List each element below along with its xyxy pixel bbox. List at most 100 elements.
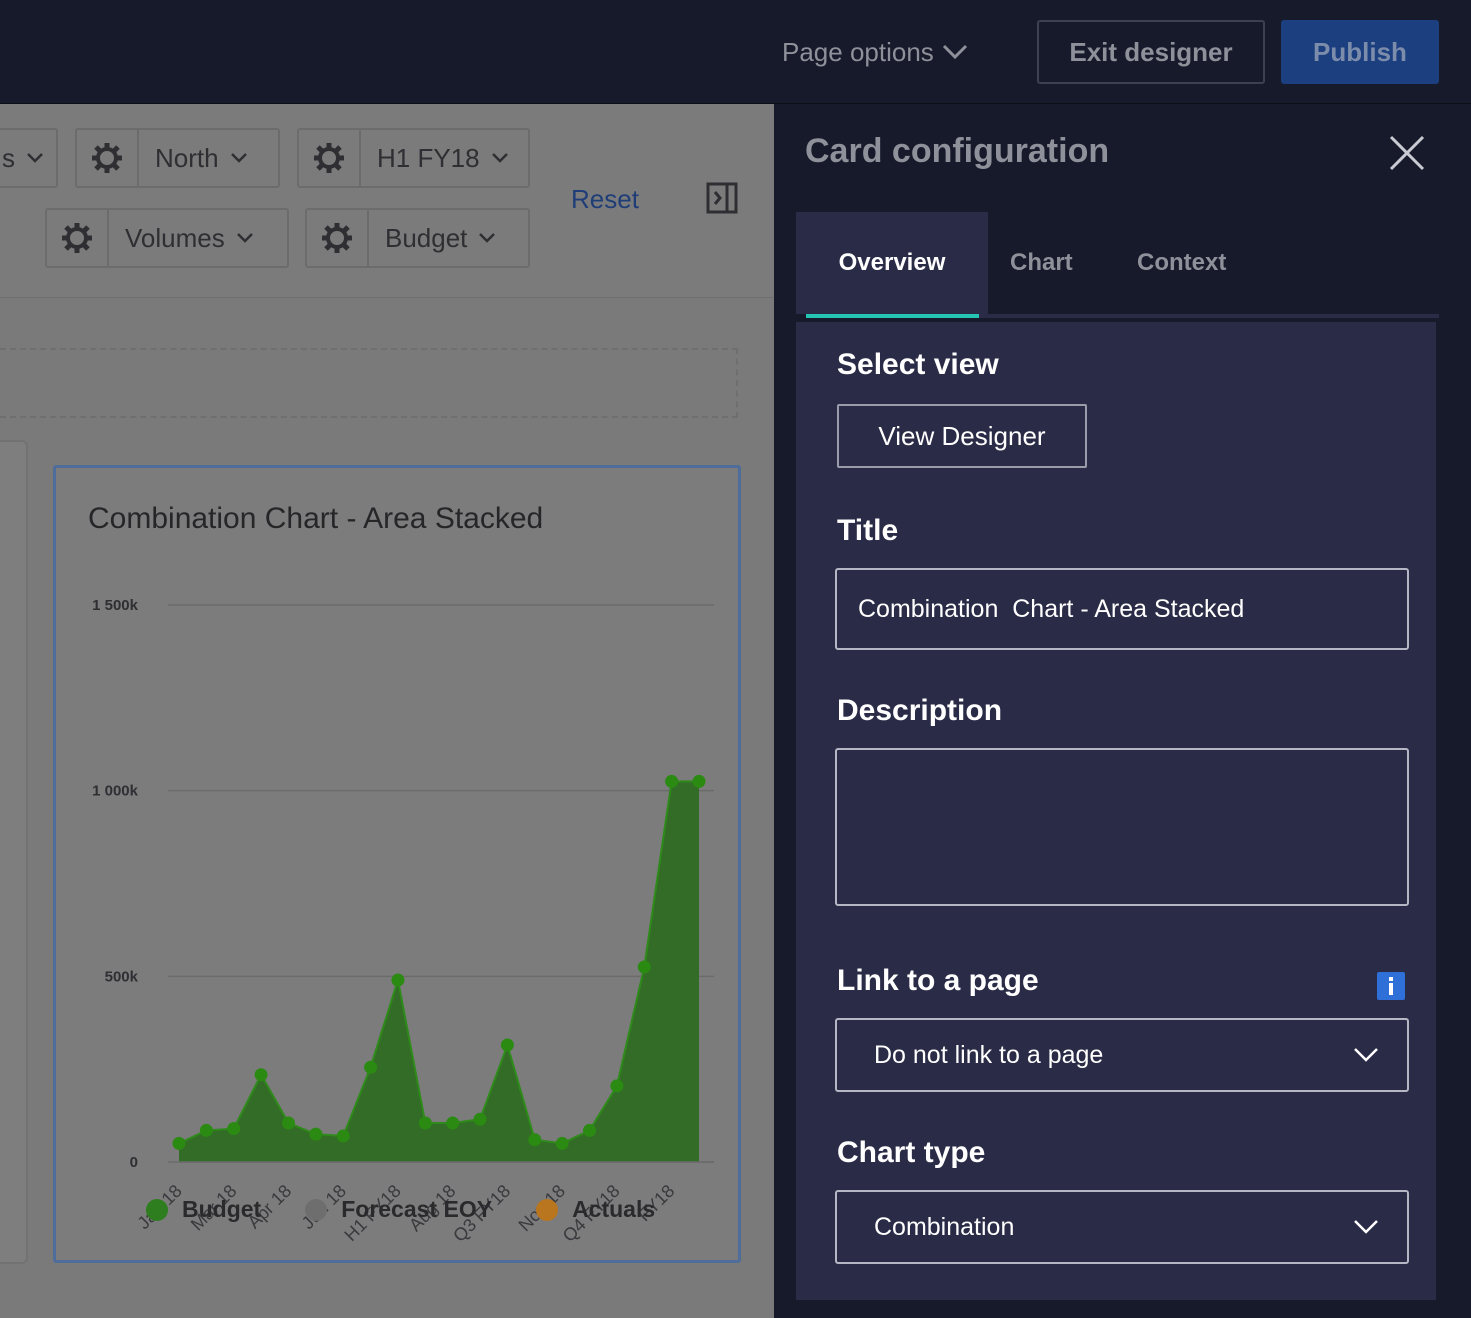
chevron-down-icon	[491, 153, 508, 163]
legend-item-budget[interactable]: Budget	[146, 1196, 261, 1223]
gear-icon	[314, 143, 344, 173]
legend-item-actuals[interactable]: Actuals	[536, 1196, 655, 1223]
data-point	[555, 1136, 569, 1150]
data-point	[254, 1068, 268, 1082]
data-point	[418, 1116, 432, 1130]
y-tick-label: 500k	[105, 968, 139, 985]
link-to-page-select[interactable]: Do not link to a page	[835, 1018, 1409, 1092]
tab-chart[interactable]: Chart	[1010, 249, 1073, 276]
filter-partial-label: s	[2, 142, 15, 173]
filter-partial[interactable]: s	[0, 128, 58, 188]
filter-period[interactable]: H1 FY18	[297, 128, 530, 188]
chart-card[interactable]: Combination Chart - Area Stacked 1 500k 1…	[53, 465, 741, 1263]
data-point	[391, 973, 405, 987]
filter-settings[interactable]	[307, 210, 369, 266]
tab-bar: Overview Chart Context	[796, 212, 1439, 318]
filter-settings[interactable]	[77, 130, 139, 186]
legend-dot-budget	[146, 1198, 168, 1221]
neighbor-card[interactable]	[0, 440, 28, 1264]
legend-label-budget: Budget	[182, 1196, 262, 1222]
card-configuration-panel: Card configuration Overview Chart Contex…	[774, 104, 1471, 1318]
series-area-budget	[179, 781, 699, 1162]
filter-period-label: H1 FY18	[377, 142, 480, 173]
chevron-down-icon	[27, 153, 43, 163]
data-point	[336, 1129, 350, 1143]
y-tick-label: 1 000k	[92, 783, 139, 800]
data-point	[665, 774, 679, 788]
card-title: Combination Chart - Area Stacked	[88, 502, 544, 535]
legend-dot-actuals	[536, 1198, 559, 1221]
filter-scenario-label: Budget	[385, 222, 468, 253]
link-to-page-label: Link to a page	[837, 964, 1039, 997]
chevron-down-icon	[1354, 1220, 1378, 1234]
tab-track	[806, 314, 1439, 318]
chart-type-label: Chart type	[837, 1136, 986, 1169]
publish-button[interactable]: Publish	[1281, 20, 1439, 84]
data-point	[528, 1133, 542, 1147]
page-options-label: Page options	[782, 37, 934, 67]
data-point	[446, 1116, 460, 1130]
tab-context[interactable]: Context	[1137, 249, 1227, 276]
exit-designer-button[interactable]: Exit designer	[1037, 20, 1265, 84]
chart-type-select[interactable]: Combination	[835, 1190, 1409, 1264]
data-point	[610, 1079, 624, 1093]
title-input[interactable]: Combination Chart - Area Stacked	[835, 568, 1409, 650]
drop-zone	[0, 348, 738, 418]
page-options-menu[interactable]: Page options	[782, 34, 968, 70]
filter-settings[interactable]	[299, 130, 361, 186]
data-point	[172, 1136, 186, 1150]
data-point	[364, 1060, 378, 1074]
legend-label-actuals: Actuals	[572, 1196, 656, 1222]
filter-measure-label: Volumes	[125, 222, 225, 253]
data-point	[500, 1038, 514, 1052]
gear-icon	[322, 223, 352, 253]
y-tick-label: 1 500k	[92, 597, 139, 614]
chevron-down-icon	[230, 153, 247, 163]
data-point	[199, 1123, 213, 1137]
top-bar: Page options Exit designer Publish	[0, 0, 1471, 104]
legend-label-forecast: Forecast EOY	[341, 1196, 493, 1222]
chart-legend: Budget Forecast EOY Actuals	[146, 1196, 655, 1223]
series-line-budget	[178, 780, 699, 1145]
chevron-down-icon	[942, 44, 967, 60]
data-point	[692, 774, 706, 788]
collapse-panel-icon[interactable]	[706, 182, 738, 214]
chevron-down-icon	[479, 233, 496, 243]
legend-dot-forecast	[305, 1198, 328, 1221]
select-view-label: Select view	[837, 348, 999, 381]
filter-measure[interactable]: Volumes	[45, 208, 289, 268]
data-point	[637, 960, 651, 974]
chart-type-value: Combination	[874, 1212, 1015, 1241]
panel-title: Card configuration	[805, 132, 1110, 170]
gear-icon	[92, 143, 122, 173]
overview-form: Select view View Designer Title Combinat…	[796, 322, 1436, 1300]
data-point	[281, 1116, 295, 1130]
view-designer-button[interactable]: View Designer	[837, 404, 1087, 468]
info-icon[interactable]	[1377, 972, 1405, 1000]
data-point	[583, 1123, 597, 1137]
close-icon[interactable]	[1388, 134, 1426, 172]
dashboard-canvas: s North H1 FY18	[0, 104, 773, 1318]
data-point	[227, 1122, 241, 1136]
active-tab-indicator	[806, 314, 979, 318]
data-point	[473, 1112, 487, 1126]
description-textarea[interactable]	[835, 748, 1409, 906]
filter-bar: s North H1 FY18	[0, 104, 773, 298]
filter-region-label: North	[155, 142, 219, 173]
chevron-down-icon	[236, 233, 253, 243]
filter-scenario[interactable]: Budget	[305, 208, 530, 268]
data-point	[309, 1127, 323, 1141]
info-glyph-icon	[1389, 977, 1393, 995]
tab-overview[interactable]: Overview	[796, 212, 988, 314]
filter-region[interactable]: North	[75, 128, 280, 188]
gear-icon	[62, 223, 92, 253]
legend-item-forecast[interactable]: Forecast EOY	[305, 1196, 492, 1223]
y-tick-label: 0	[130, 1154, 138, 1171]
link-to-page-value: Do not link to a page	[874, 1040, 1104, 1069]
description-label: Description	[837, 694, 1003, 727]
filter-settings[interactable]	[47, 210, 109, 266]
chevron-down-icon	[1354, 1048, 1378, 1062]
reset-link[interactable]: Reset	[571, 184, 639, 214]
title-label: Title	[837, 514, 899, 547]
